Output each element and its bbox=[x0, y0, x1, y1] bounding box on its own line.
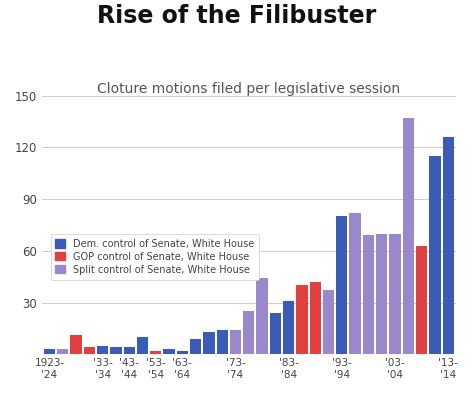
Bar bbox=[71, 335, 82, 354]
Bar bbox=[97, 346, 109, 354]
Bar bbox=[429, 156, 440, 354]
Bar bbox=[389, 233, 401, 354]
Bar bbox=[310, 282, 321, 354]
Bar bbox=[124, 347, 135, 354]
Bar bbox=[150, 351, 162, 354]
Bar bbox=[44, 349, 55, 354]
Bar bbox=[84, 347, 95, 354]
Bar bbox=[137, 337, 148, 354]
Bar bbox=[443, 137, 454, 354]
Bar bbox=[363, 235, 374, 354]
Bar bbox=[177, 351, 188, 354]
Bar bbox=[270, 313, 281, 354]
Bar bbox=[376, 233, 387, 354]
Bar bbox=[230, 330, 241, 354]
Bar bbox=[323, 290, 334, 354]
Bar bbox=[336, 216, 347, 354]
Bar bbox=[402, 118, 414, 354]
Bar bbox=[283, 301, 294, 354]
Bar bbox=[416, 246, 427, 354]
Bar bbox=[110, 347, 122, 354]
Legend: Dem. control of Senate, White House, GOP control of Senate, White House, Split c: Dem. control of Senate, White House, GOP… bbox=[51, 234, 259, 280]
Bar bbox=[296, 285, 308, 354]
Bar bbox=[217, 330, 228, 354]
Bar bbox=[256, 278, 268, 354]
Bar bbox=[243, 311, 255, 354]
Bar bbox=[203, 332, 215, 354]
Bar bbox=[190, 339, 201, 354]
Text: Rise of the Filibuster: Rise of the Filibuster bbox=[97, 4, 377, 28]
Bar bbox=[349, 213, 361, 354]
Bar bbox=[57, 349, 68, 354]
Bar bbox=[164, 349, 175, 354]
Title: Cloture motions filed per legislative session: Cloture motions filed per legislative se… bbox=[97, 82, 401, 96]
